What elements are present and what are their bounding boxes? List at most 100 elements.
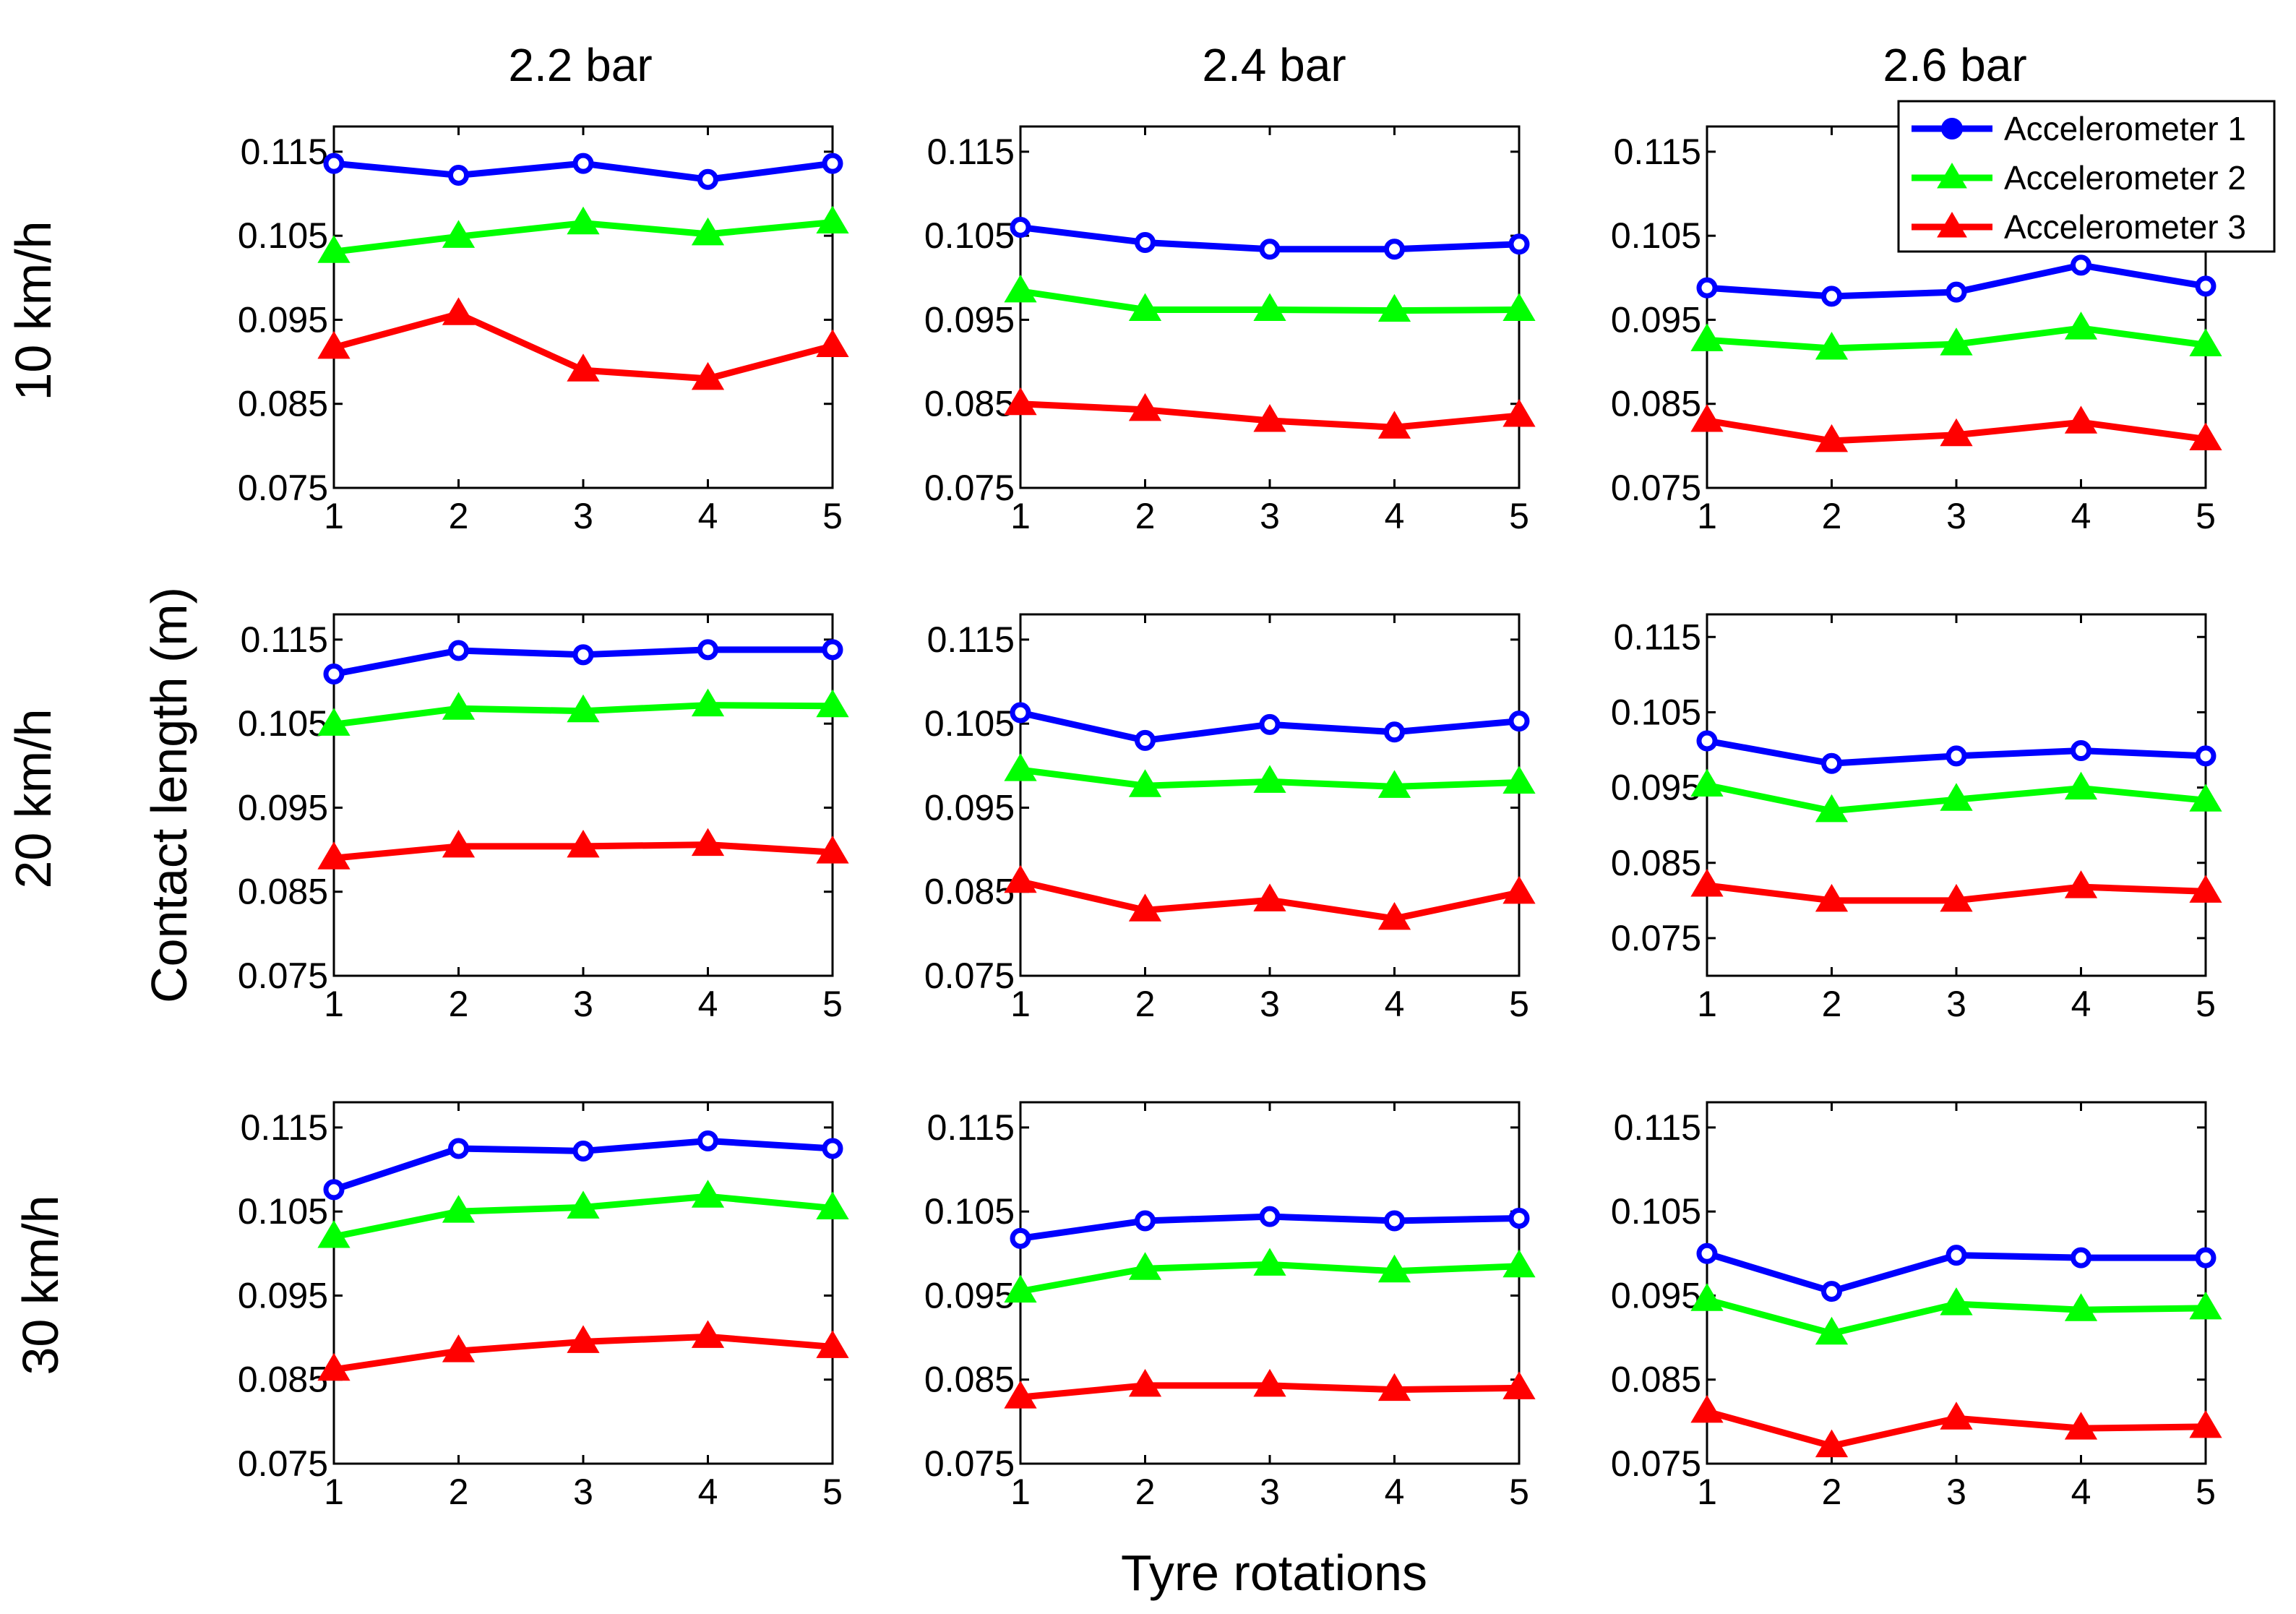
series-accelerometer-2-point [567,206,600,235]
series-accelerometer-1-point [1010,702,1031,724]
x-tick-label: 1 [324,984,344,1024]
y-tick-label: 0.095 [238,1275,328,1315]
legend-label-accelerometer-1: Accelerometer 1 [2004,110,2246,147]
x-tick-label: 2 [1822,984,1842,1024]
x-tick-label: 3 [1946,496,1966,536]
panel-20-km-h-2-2-bar-axes-box [332,613,834,977]
y-axis-label: Contact length (m) [141,587,197,1003]
series-accelerometer-3-point [1004,864,1037,893]
series-accelerometer-3-point [1940,1401,1973,1430]
x-tick-label: 4 [698,1472,718,1512]
series-accelerometer-2-point [442,1195,476,1223]
panel-30-km-h-2-6-bar: 0.075 0.085 0.095 0.105 0.115 1 2 3 4 5 [1611,1101,2222,1512]
series-accelerometer-1-point [1696,277,1718,299]
series-accelerometer-1-point [1259,713,1281,735]
legend-label-accelerometer-2: Accelerometer 2 [2004,159,2246,197]
panel-20-km-h-2-2-bar: 0.075 0.085 0.095 0.105 0.115 1 2 3 4 5 [238,613,849,1024]
row-label-30-kmh: 30 km/h [12,1196,69,1375]
series-accelerometer-2-point [442,220,476,248]
series-accelerometer-3-point [2189,875,2222,903]
y-tick-label: 0.095 [238,787,328,828]
series-accelerometer-1-point [323,153,345,174]
series-accelerometer-1-point [1696,1242,1718,1264]
y-tick-label: 0.115 [927,1107,1015,1148]
series-accelerometer-2-point [1502,293,1536,321]
series-accelerometer-1-point [2195,275,2217,297]
series-accelerometer-3-point [1940,883,1973,912]
series-accelerometer-3-point [1690,404,1724,432]
series-accelerometer-1-point [1259,239,1281,260]
y-tick-label: 0.105 [238,703,328,744]
series-accelerometer-2-point [1940,1287,1973,1315]
x-tick-label: 2 [1822,1472,1842,1512]
series-accelerometer-2-point [317,708,351,736]
series-accelerometer-3-point [1815,883,1849,912]
series-accelerometer-3-point [442,829,476,858]
y-tick-label: 0.075 [238,468,328,508]
panel-10-km-h-2-4-bar: 0.075 0.085 0.095 0.105 0.115 1 2 3 4 5 [924,125,1536,536]
series-accelerometer-2-point [1940,783,1973,811]
series-accelerometer-2-point [1253,293,1286,321]
series-accelerometer-1-point [1259,1206,1281,1227]
series-accelerometer-3-point [317,1352,351,1381]
x-tick-label: 3 [1260,984,1280,1024]
x-tick-label: 3 [573,1472,593,1512]
series-accelerometer-1-point [2195,1247,2217,1269]
series-accelerometer-2-point [816,1191,849,1220]
panel-30-km-h-2-4-bar-axes-box [1019,1101,1521,1465]
series-accelerometer-2-point [567,694,600,723]
y-tick-label: 0.085 [1611,384,1701,424]
y-tick-label: 0.085 [238,1360,328,1400]
x-tick-label: 3 [573,984,593,1024]
series-accelerometer-1-point [822,1138,843,1159]
panel-10-km-h-2-2-bar: 0.075 0.085 0.095 0.105 0.115 1 2 3 4 5 [238,125,849,536]
x-tick-label: 5 [822,984,843,1024]
series-accelerometer-1-point [822,639,843,661]
x-tick-label: 2 [1822,496,1842,536]
y-tick-label: 0.095 [924,299,1015,340]
series-accelerometer-3-point [1690,869,1724,897]
series-accelerometer-2-point [2064,312,2098,340]
panel-30-km-h-2-4-bar: 0.075 0.085 0.095 0.105 0.115 1 2 3 4 5 [924,1101,1536,1512]
row-label-10-kmh: 10 km/h [5,221,61,401]
x-tick-label: 3 [1260,496,1280,536]
series-accelerometer-2-point [691,1180,725,1208]
series-accelerometer-2-point [1690,768,1724,797]
series-accelerometer-1-point [572,1140,594,1162]
x-tick-label: 5 [822,1472,843,1512]
y-tick-label: 0.095 [238,299,328,340]
series-accelerometer-1-point [1010,1227,1031,1249]
series-accelerometer-2-point [1940,327,1973,356]
series-accelerometer-1-point [1384,1210,1405,1232]
series-accelerometer-2-point [1690,323,1724,351]
series-accelerometer-3-point [1253,404,1286,432]
series-accelerometer-1-point [1696,730,1718,752]
series-accelerometer-3-point [1502,875,1536,904]
row-label-20-kmh: 20 km/h [5,709,61,889]
y-tick-label: 0.075 [1611,918,1701,958]
series-accelerometer-2-point [1502,765,1536,794]
series-accelerometer-2-point [1377,770,1411,798]
panel-20-km-h-2-4-bar: 0.075 0.085 0.095 0.105 0.115 1 2 3 4 5 [924,613,1536,1024]
series-accelerometer-2-point [816,689,849,718]
y-tick-label: 0.075 [924,1443,1015,1484]
series-accelerometer-3-point [1004,1381,1037,1409]
series-accelerometer-2-point [1377,1254,1411,1283]
series-accelerometer-3-point [1690,1394,1724,1423]
series-accelerometer-1-point [1384,239,1405,260]
x-tick-label: 2 [1135,1472,1156,1512]
series-accelerometer-3-point [2189,1409,2222,1438]
x-tick-label: 4 [698,984,718,1024]
y-tick-label: 0.115 [241,1107,328,1148]
y-tick-label: 0.085 [238,872,328,912]
legend-label-accelerometer-3: Accelerometer 3 [2004,208,2246,246]
series-accelerometer-2-point [1377,293,1411,322]
series-accelerometer-3-point [2064,870,2098,898]
series-accelerometer-1-point [1945,281,1967,303]
series-accelerometer-3-point [442,1334,476,1362]
series-accelerometer-3-point [567,1325,600,1353]
x-tick-label: 5 [1509,496,1529,536]
series-accelerometer-3-point [1815,424,1849,452]
x-tick-label: 1 [1697,1472,1717,1512]
